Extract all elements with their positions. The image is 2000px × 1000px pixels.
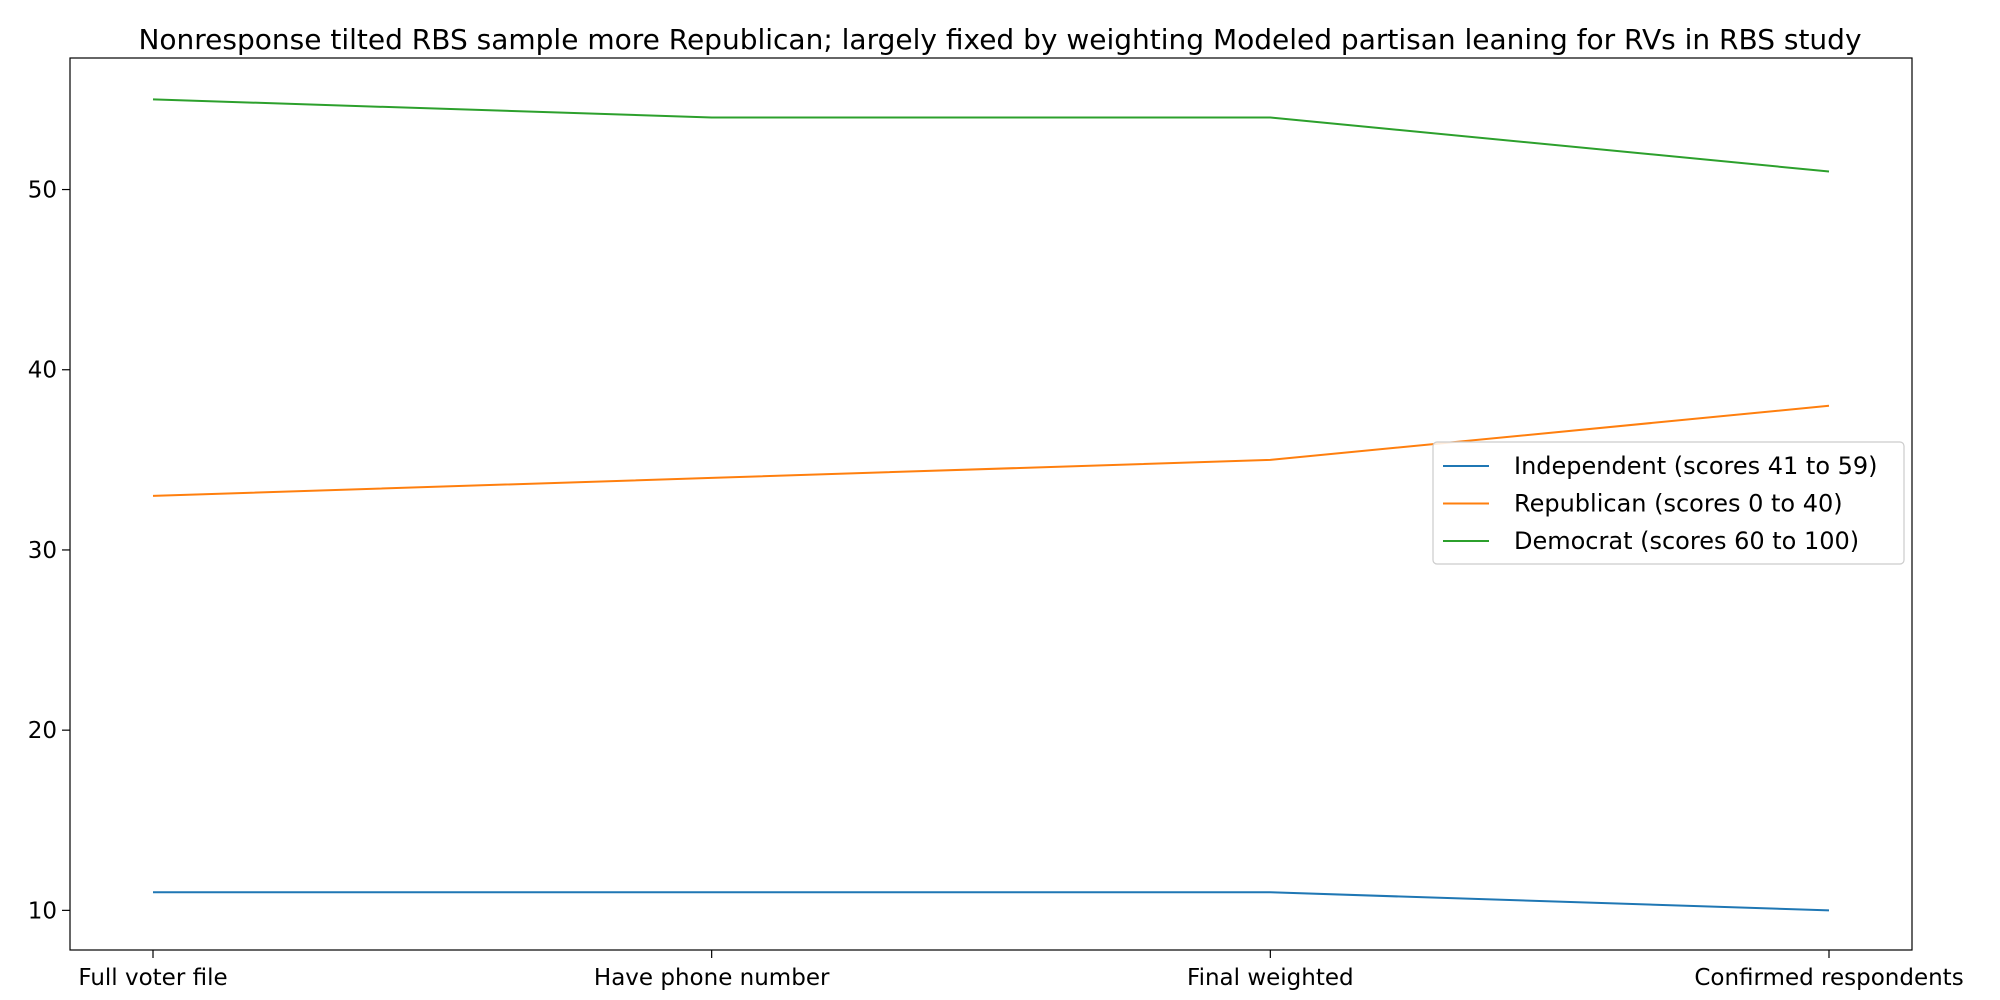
chart-title: Nonresponse tilted RBS sample more Repub… <box>138 23 1861 56</box>
series-line-2 <box>152 98 1830 173</box>
x-tick-label: Full voter file <box>78 965 227 991</box>
y-tick-label: 10 <box>28 898 57 924</box>
plot-frame <box>69 57 1913 951</box>
series-line-1 <box>152 404 1830 497</box>
x-tick-label: Confirmed respondents <box>1694 965 1963 991</box>
series-line-0 <box>153 891 1830 912</box>
y-tick-label: 20 <box>28 718 57 744</box>
x-tick-label: Have phone number <box>594 965 830 991</box>
legend-label: Republican (scores 0 to 40) <box>1514 490 1843 518</box>
axes: 10 20 30 40 50 Full voter file Have phone numb… <box>28 178 1964 991</box>
legend-label: Independent (scores 41 to 59) <box>1514 452 1878 480</box>
legend-label: Democrat (scores 60 to 100) <box>1514 527 1859 555</box>
y-tick-label: 30 <box>28 538 57 564</box>
legend: Independent (scores 41 to 59) Republican … <box>1432 441 1905 565</box>
plot-area <box>152 98 1830 912</box>
y-tick-label: 40 <box>28 358 57 384</box>
x-tick-label: Final weighted <box>1187 965 1354 991</box>
y-tick-label: 50 <box>28 178 57 204</box>
legend-box <box>1432 441 1905 565</box>
